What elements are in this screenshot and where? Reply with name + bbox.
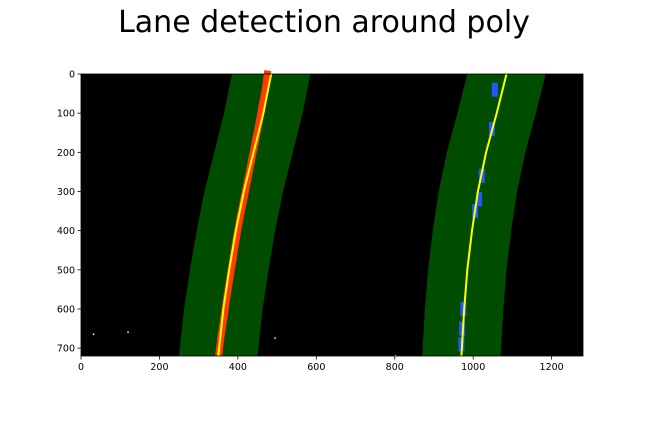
right-search-window xyxy=(422,74,546,356)
left-search-window xyxy=(179,74,311,356)
noise-pixel xyxy=(127,331,129,333)
x-axis: 0 200 400 600 800 1000 1200 xyxy=(78,356,564,373)
noise-pixel xyxy=(274,337,276,339)
right-fit-line xyxy=(460,73,508,357)
left-fit-line xyxy=(217,73,273,357)
y-tick-label: 100 xyxy=(57,109,75,120)
x-tick-label: 0 xyxy=(78,362,84,373)
y-tick-label: 500 xyxy=(57,265,75,276)
x-tick-label: 600 xyxy=(307,362,325,373)
x-tick-label: 800 xyxy=(386,362,404,373)
noise-pixel xyxy=(92,333,95,335)
y-tick-label: 200 xyxy=(57,148,75,159)
y-tick-label: 0 xyxy=(69,70,75,81)
right-lane-pixel-cluster xyxy=(476,192,483,207)
y-tick-label: 700 xyxy=(57,344,75,355)
right-lane-pixel-cluster xyxy=(491,82,498,97)
x-tick-label: 1000 xyxy=(461,362,485,373)
y-tick-label: 400 xyxy=(57,226,75,237)
chart-title: Lane detection around poly xyxy=(118,5,530,40)
axes-frame xyxy=(80,73,584,357)
x-tick-label: 1200 xyxy=(540,362,564,373)
x-tick-label: 200 xyxy=(150,362,168,373)
plot-area xyxy=(80,70,584,357)
y-axis: 0 100 200 300 400 500 600 700 xyxy=(57,70,81,355)
y-tick-label: 300 xyxy=(57,187,75,198)
x-tick-label: 400 xyxy=(229,362,247,373)
y-tick-label: 600 xyxy=(57,305,75,316)
